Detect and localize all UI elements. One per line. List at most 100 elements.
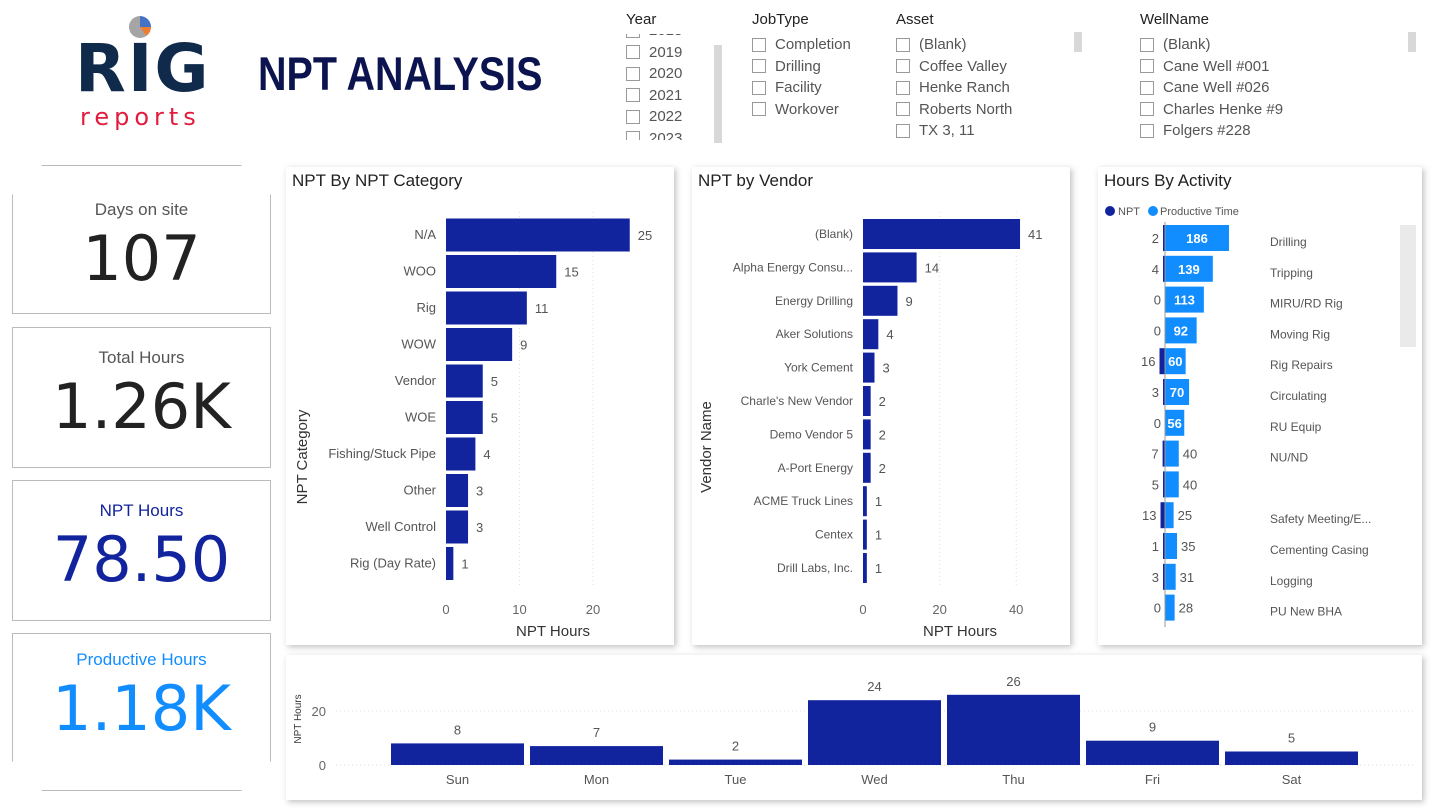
slicer-item-label: Drilling — [775, 57, 821, 75]
checkbox[interactable] — [626, 66, 640, 81]
y-tick-label: 0 — [319, 758, 326, 773]
slicer-item[interactable]: Workover — [752, 99, 851, 121]
data-label: 2 — [879, 461, 886, 476]
productive-data-label: 56 — [1167, 416, 1181, 431]
slicer-item[interactable]: 2019 — [626, 42, 682, 64]
slicer-item[interactable]: Coffee Valley — [896, 56, 1012, 78]
checkbox[interactable] — [752, 59, 766, 74]
productive-bar — [1165, 409, 1185, 436]
checkbox[interactable] — [752, 37, 766, 52]
checkbox[interactable] — [1140, 102, 1154, 117]
jobtype-slicer[interactable]: JobType Completion Drilling Facility Workov… — [752, 11, 851, 120]
bar — [446, 364, 483, 398]
checkbox[interactable] — [626, 109, 640, 124]
productive-bar — [1165, 533, 1178, 559]
page-title: NPT ANALYSIS — [258, 47, 543, 100]
legend-label: Productive Time — [1160, 206, 1239, 218]
slicer-item[interactable]: 2018 — [626, 34, 682, 42]
npt-bar — [1159, 348, 1165, 375]
slicer-item-label: TX 3, 11 — [919, 122, 975, 140]
slicer-item-label: 2019 — [649, 43, 683, 61]
slicer-item[interactable]: 2022 — [626, 106, 682, 128]
slicer-item[interactable]: Roberts North — [896, 99, 1012, 121]
bar — [808, 700, 941, 765]
activity-scrollbar[interactable] — [1400, 225, 1416, 347]
x-tick-label: Tue — [725, 772, 747, 787]
checkbox[interactable] — [1140, 123, 1154, 138]
data-label: 2 — [879, 394, 886, 409]
wellname-scrollbar[interactable] — [1408, 32, 1416, 52]
slicer-item-label: Folgers #228 — [1163, 122, 1251, 140]
data-label: 3 — [476, 520, 483, 535]
bar — [446, 547, 454, 580]
slicer-item[interactable]: Completion — [752, 34, 851, 56]
npt-by-vendor-chart: NPT by Vendor 0 20 40 NPT Hours Vendor Name (… — [692, 167, 1070, 645]
npt-bar — [1163, 471, 1165, 498]
x-tick-label: Wed — [861, 772, 888, 787]
checkbox[interactable] — [752, 80, 766, 95]
slicer-item[interactable]: Facility — [752, 77, 851, 99]
slicer-item-label: Facility — [775, 79, 822, 97]
slicer-item[interactable]: 2021 — [626, 85, 682, 107]
slicer-item[interactable]: Cane Well #001 — [1140, 56, 1283, 78]
year-scrollbar[interactable] — [714, 45, 722, 143]
checkbox[interactable] — [626, 131, 640, 140]
activity-label: Logging — [1270, 574, 1313, 588]
slicer-item[interactable]: 2020 — [626, 63, 682, 85]
kpi-label: NPT Hours — [99, 501, 184, 520]
bar — [446, 291, 527, 325]
checkbox[interactable] — [1140, 59, 1154, 74]
productive-data-label: 70 — [1170, 385, 1184, 400]
activity-label: RU Equip — [1270, 420, 1322, 434]
asset-scrollbar[interactable] — [1074, 32, 1082, 52]
productive-bar — [1165, 440, 1179, 467]
data-label: 1 — [875, 528, 882, 543]
slicer-item-label: Cane Well #001 — [1163, 57, 1270, 75]
slicer-item[interactable]: Folgers #228 — [1140, 120, 1283, 142]
category-label: Other — [403, 483, 436, 498]
x-tick-label: Mon — [584, 772, 609, 787]
slicer-title: WellName — [1140, 11, 1209, 28]
legend-npt-icon — [1105, 206, 1115, 216]
bar — [446, 437, 476, 471]
x-tick-label: Sun — [446, 772, 469, 787]
checkbox[interactable] — [626, 88, 640, 103]
slicer-item[interactable]: (Blank) — [896, 34, 1012, 56]
slicer-item[interactable]: Drilling — [752, 56, 851, 78]
asset-slicer[interactable]: Asset (Blank) Coffee Valley Henke Ranch Rob… — [896, 11, 1012, 142]
bar — [863, 352, 875, 383]
checkbox[interactable] — [896, 123, 910, 138]
slicer-item-label: (Blank) — [919, 36, 967, 54]
bar — [446, 328, 513, 361]
bar — [863, 486, 867, 517]
slicer-item[interactable]: 2023 — [626, 128, 682, 140]
year-slicer[interactable]: Year 2018 2019 2020 2021 2022 2023 — [626, 11, 682, 140]
checkbox[interactable] — [752, 102, 766, 117]
wellname-slicer[interactable]: WellName (Blank) Cane Well #001 Cane Well … — [1140, 11, 1283, 142]
productive-bar — [1165, 225, 1229, 251]
productive-data-label: 35 — [1181, 539, 1195, 554]
checkbox[interactable] — [896, 80, 910, 95]
checkbox[interactable] — [896, 102, 910, 117]
bar — [669, 759, 802, 765]
slicer-item[interactable]: (Blank) — [1140, 34, 1283, 56]
slicer-item[interactable]: Henke Ranch — [896, 77, 1012, 99]
productive-bar — [1165, 317, 1197, 344]
productive-bar — [1165, 286, 1204, 313]
activity-label: NU/ND — [1270, 451, 1308, 465]
category-label: Alpha Energy Consu... — [733, 260, 853, 274]
checkbox[interactable] — [626, 45, 640, 60]
slicer-item[interactable]: Charles Henke #9 — [1140, 99, 1283, 121]
slicer-item[interactable]: Cane Well #026 — [1140, 77, 1283, 99]
bar — [863, 419, 871, 450]
checkbox[interactable] — [1140, 37, 1154, 52]
checkbox[interactable] — [1140, 80, 1154, 95]
data-label: 5 — [491, 374, 498, 389]
category-label: WOO — [404, 264, 437, 279]
checkbox[interactable] — [896, 59, 910, 74]
activity-label: MIRU/RD Rig — [1270, 297, 1343, 311]
slicer-item[interactable]: TX 3, 11 — [896, 120, 1012, 142]
checkbox[interactable] — [626, 34, 640, 38]
checkbox[interactable] — [896, 37, 910, 52]
category-label: Well Control — [365, 519, 436, 534]
